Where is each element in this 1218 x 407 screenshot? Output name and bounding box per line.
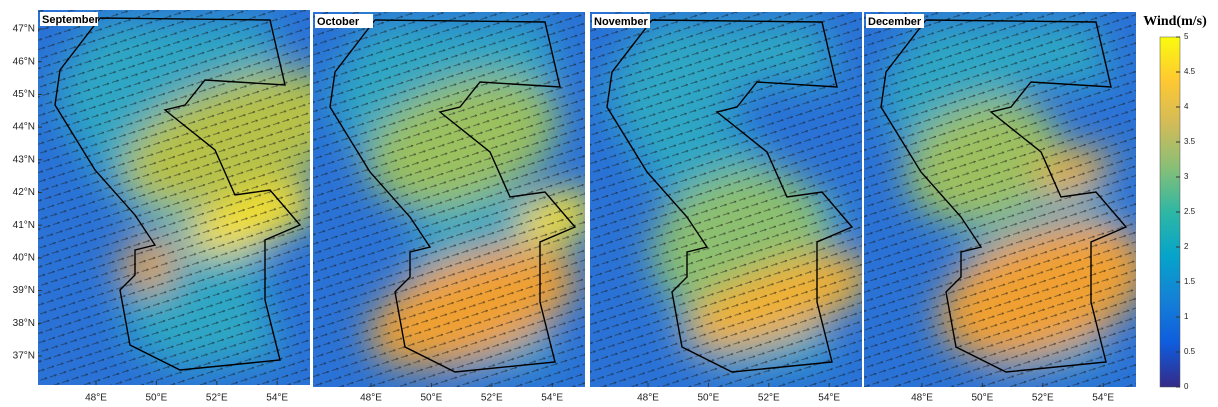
colorbar-tick-label: 5 bbox=[1184, 32, 1189, 41]
lon-tick-label: 50°E bbox=[698, 393, 720, 404]
lon-tick-label: 54°E bbox=[541, 393, 563, 404]
lat-tick-label: 38°N bbox=[13, 318, 35, 329]
map-panel: September bbox=[38, 10, 310, 385]
lat-tick-label: 45°N bbox=[13, 89, 35, 100]
lon-tick-label: 54°E bbox=[1092, 393, 1114, 404]
colorbar-title: Wind(m/s) bbox=[1143, 14, 1207, 29]
coastline bbox=[329, 19, 577, 373]
lon-tick-label: 48°E bbox=[360, 393, 382, 404]
panel-title: October bbox=[317, 16, 360, 28]
colorbar-tick-label: 0 bbox=[1184, 382, 1189, 391]
colorbar-tick-label: 3 bbox=[1184, 172, 1189, 181]
colorbar-tick-label: 3.5 bbox=[1184, 137, 1196, 146]
lon-tick-label: 50°E bbox=[146, 393, 168, 404]
wind-vectors bbox=[38, 10, 310, 385]
coastline bbox=[54, 17, 302, 371]
lat-tick-label: 41°N bbox=[13, 220, 35, 231]
colorbar-tick-label: 4.5 bbox=[1184, 67, 1196, 76]
wind-vectors bbox=[590, 12, 862, 387]
lon-tick-label: 48°E bbox=[911, 393, 933, 404]
lat-tick-label: 39°N bbox=[13, 285, 35, 296]
lat-tick-label: 42°N bbox=[13, 187, 35, 198]
panel-title: November bbox=[594, 16, 649, 28]
lat-tick-label: 43°N bbox=[13, 154, 35, 165]
lon-tick-label: 48°E bbox=[637, 393, 659, 404]
lon-tick-label: 52°E bbox=[206, 393, 228, 404]
map-panel: October bbox=[313, 12, 585, 387]
wind-vectors bbox=[313, 12, 585, 387]
lon-tick-label: 52°E bbox=[1032, 393, 1054, 404]
lon-tick-label: 50°E bbox=[421, 393, 443, 404]
lat-tick-label: 37°N bbox=[13, 351, 35, 362]
panel-title: September bbox=[42, 14, 100, 26]
lat-tick-label: 47°N bbox=[13, 24, 35, 35]
map-panel: December bbox=[864, 12, 1136, 387]
lat-tick-label: 44°N bbox=[13, 122, 35, 133]
coastline bbox=[606, 19, 854, 373]
lon-tick-label: 48°E bbox=[85, 393, 107, 404]
coastline bbox=[880, 19, 1128, 373]
colorbar-tick-label: 1 bbox=[1184, 312, 1189, 321]
panel-title: December bbox=[868, 16, 922, 28]
lon-tick-label: 52°E bbox=[758, 393, 780, 404]
lon-tick-label: 54°E bbox=[266, 393, 288, 404]
title-box bbox=[315, 14, 373, 28]
lat-tick-label: 40°N bbox=[13, 253, 35, 264]
colorbar-tick-label: 4 bbox=[1184, 102, 1189, 111]
colorbar-tick-label: 1.5 bbox=[1184, 277, 1196, 286]
colorbar-tick-label: 0.5 bbox=[1184, 347, 1196, 356]
lon-tick-label: 52°E bbox=[481, 393, 503, 404]
lon-tick-label: 50°E bbox=[972, 393, 994, 404]
title-box bbox=[592, 14, 650, 28]
wind-vectors bbox=[864, 12, 1136, 387]
map-panel: November bbox=[590, 12, 862, 387]
lat-tick-label: 46°N bbox=[13, 56, 35, 67]
title-box bbox=[866, 14, 924, 28]
colorbar-tick-label: 2.5 bbox=[1184, 207, 1196, 216]
colorbar-tick-label: 2 bbox=[1184, 242, 1189, 251]
lon-tick-label: 54°E bbox=[818, 393, 840, 404]
title-box bbox=[40, 12, 98, 26]
